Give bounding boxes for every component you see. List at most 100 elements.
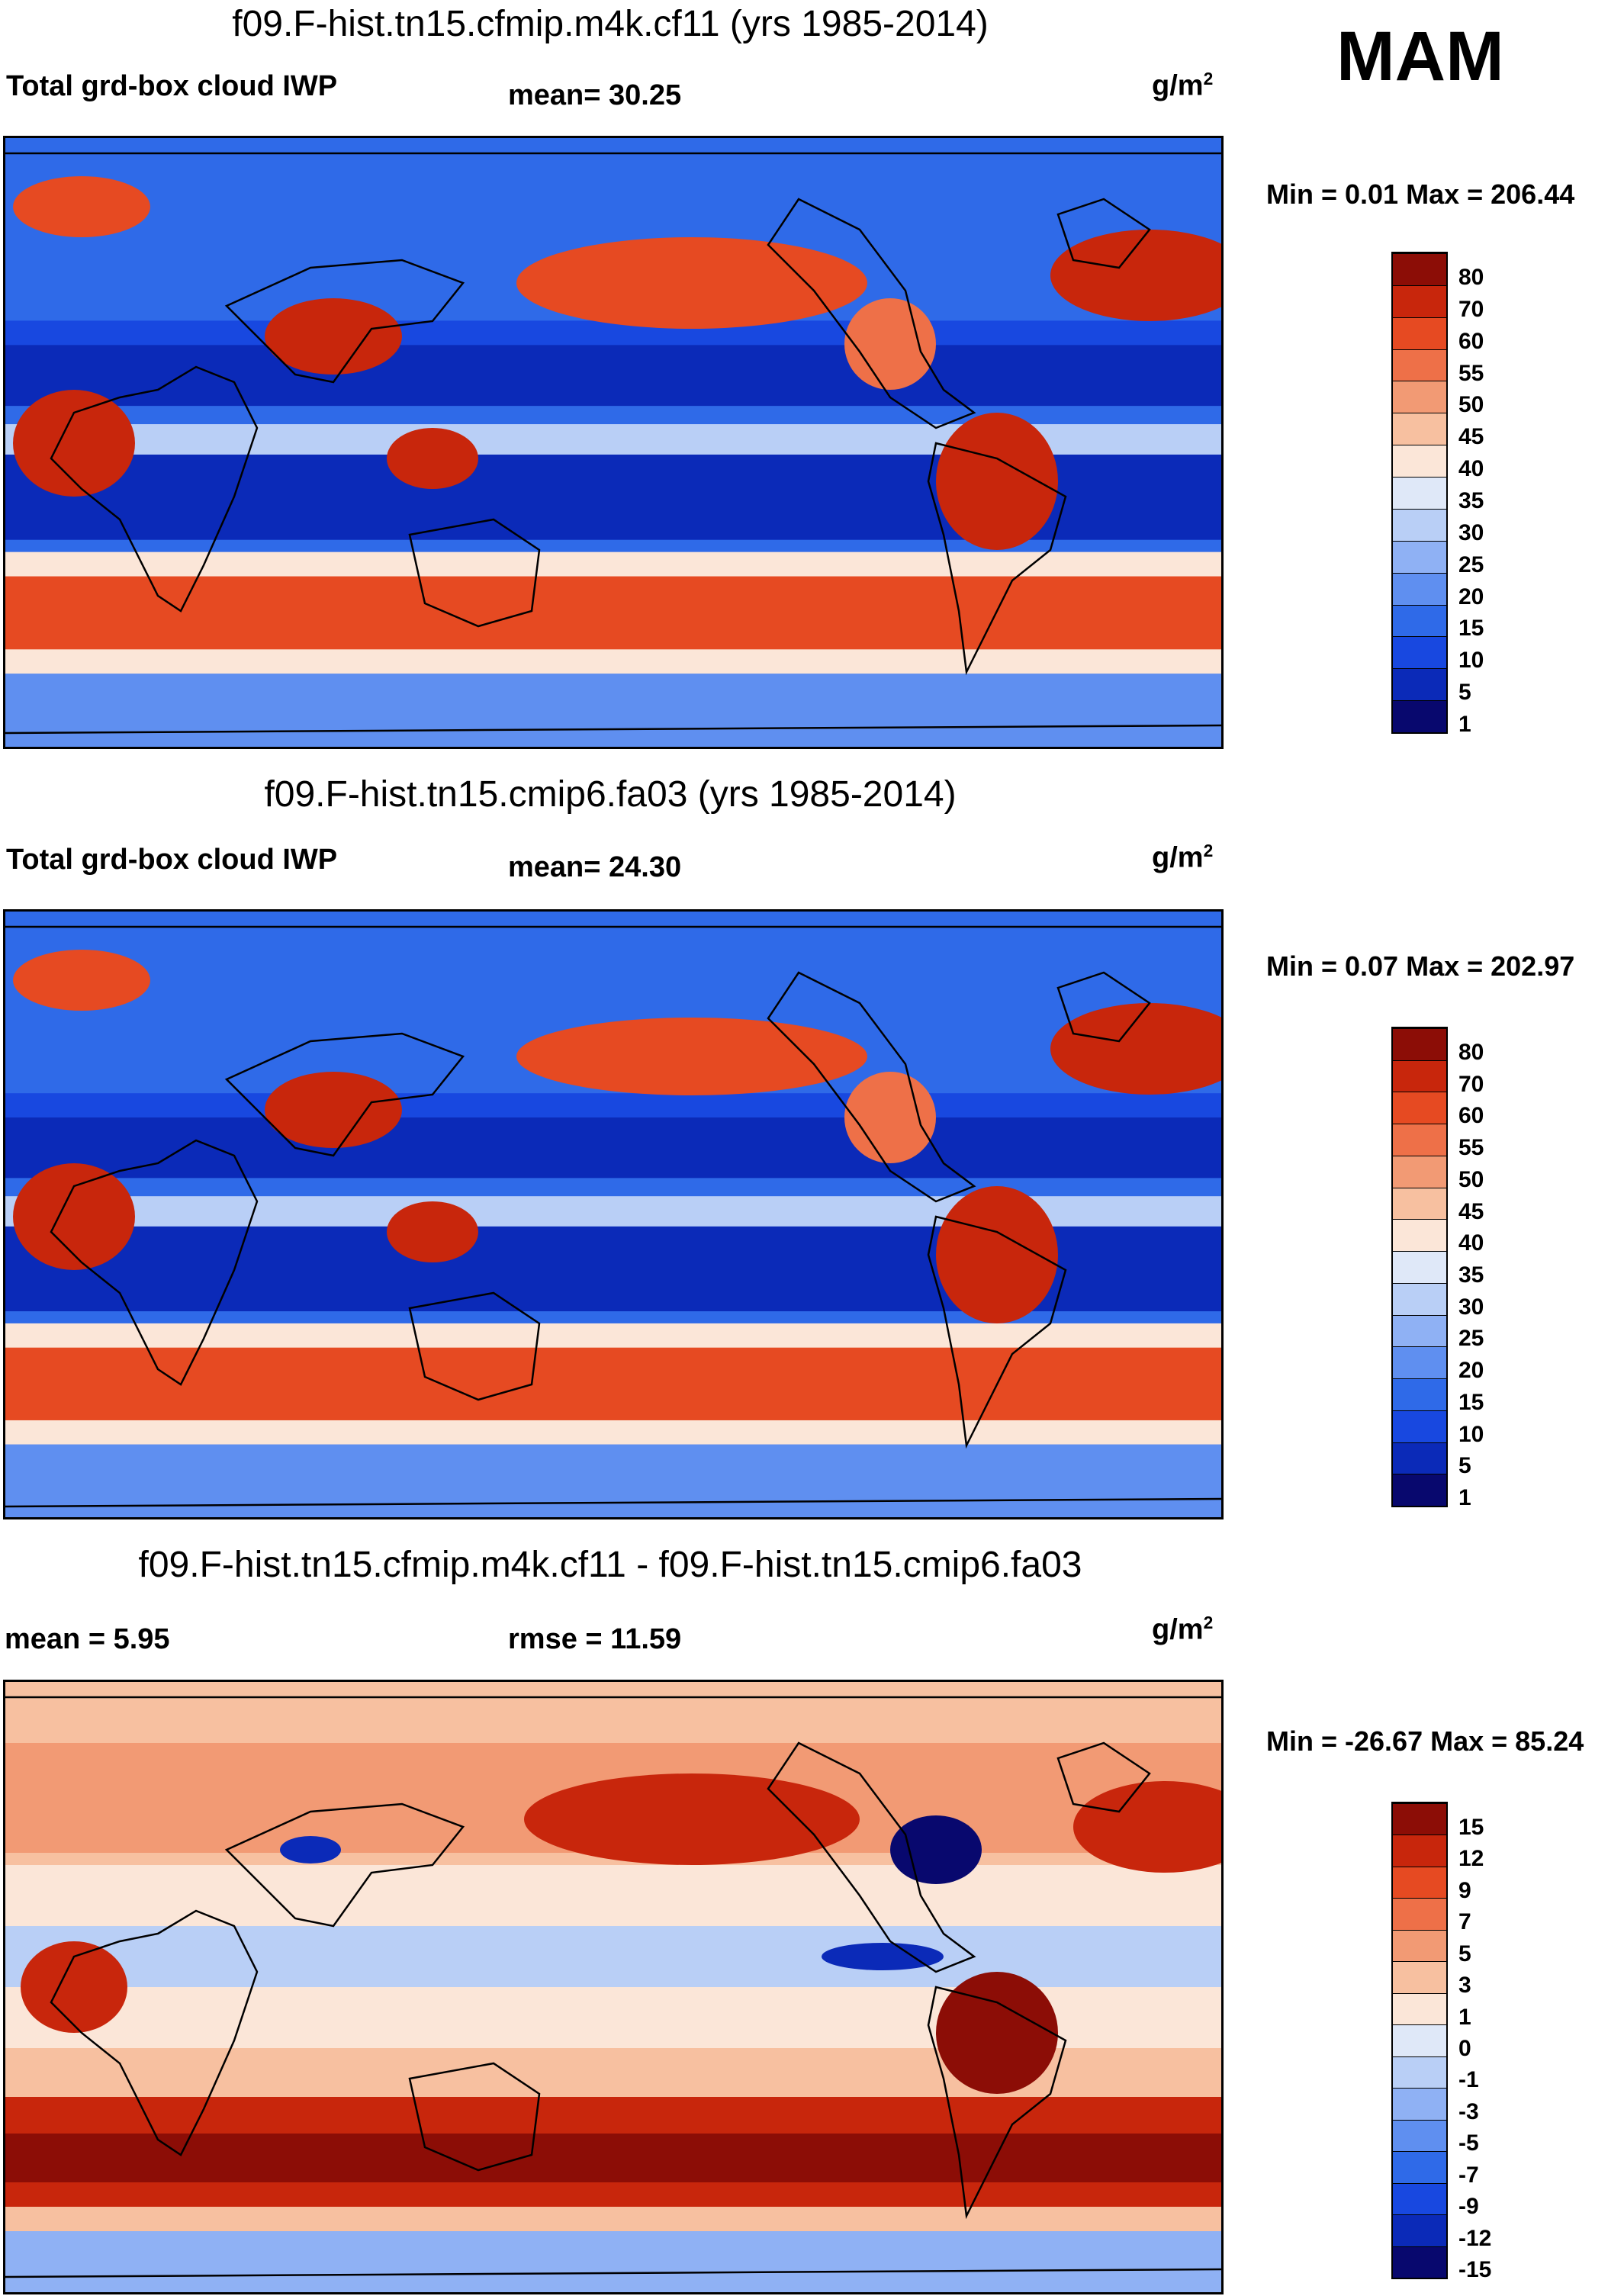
colorbar-tick-label: 60 bbox=[1458, 328, 1484, 354]
coastline bbox=[408, 2062, 541, 2172]
colorbar-box bbox=[1393, 1474, 1446, 1506]
north-pacific-increase bbox=[524, 1773, 860, 1865]
panel-1-mean-label: mean= 30.25 bbox=[508, 79, 682, 111]
colorbar-box bbox=[1393, 572, 1446, 605]
antarctic-band bbox=[5, 2231, 1221, 2292]
colorbar-box bbox=[1393, 1898, 1446, 1930]
coastline bbox=[927, 1215, 1067, 1449]
colorbar-tick-label: 30 bbox=[1458, 1294, 1484, 1320]
colorbar-tick-label: 55 bbox=[1458, 1135, 1484, 1161]
colorbar-tick-label: 35 bbox=[1458, 1262, 1484, 1288]
panel-1-minmax: Min = 0.01 Max = 206.44 bbox=[1266, 178, 1575, 210]
coastline bbox=[408, 1291, 541, 1401]
colorbar-tick-label: 45 bbox=[1458, 1198, 1484, 1224]
colorbar-box bbox=[1393, 1219, 1446, 1252]
colorbar-tick-label: 50 bbox=[1458, 1166, 1484, 1192]
colorbar-tick-label: 5 bbox=[1458, 680, 1471, 706]
colorbar-box bbox=[1393, 2119, 1446, 2152]
colorbar-tick-label: 50 bbox=[1458, 392, 1484, 418]
subtropics-north bbox=[5, 1117, 1221, 1179]
colorbar-box bbox=[1393, 1155, 1446, 1188]
colorbar-box bbox=[1393, 636, 1446, 669]
colorbar-tick-label: 5 bbox=[1458, 1941, 1471, 1966]
north-america-convection bbox=[844, 298, 936, 390]
colorbar-tick-label: -3 bbox=[1458, 2098, 1479, 2124]
north-america-decrease bbox=[890, 1815, 982, 1884]
panel-3-colorbar: 15 12 9 7 5 3 1 0 -1 -3 -5 -7 -9 -12 -15 bbox=[1391, 1802, 1491, 2282]
colorbar-box bbox=[1393, 1251, 1446, 1283]
panel-3-units: g/m2 bbox=[1152, 1613, 1214, 1646]
colorbar-tick-label: 10 bbox=[1458, 1421, 1484, 1447]
colorbar-tick-label: 40 bbox=[1458, 456, 1484, 482]
colorbar-tick-label: 25 bbox=[1458, 551, 1484, 577]
colorbar-tick-label: 40 bbox=[1458, 1230, 1484, 1256]
panel-1-variable-label: Total grd-box cloud IWP bbox=[6, 70, 338, 102]
coastline bbox=[224, 1032, 465, 1157]
subtropics-north bbox=[5, 345, 1221, 407]
coastline bbox=[767, 198, 976, 429]
tibet-convection bbox=[265, 298, 402, 375]
colorbar-tick-label: -15 bbox=[1458, 2257, 1492, 2283]
coastline bbox=[1056, 1741, 1151, 1813]
colorbar-box bbox=[1393, 1378, 1446, 1410]
panel-2-variable-label: Total grd-box cloud IWP bbox=[6, 844, 338, 876]
colorbar-tick-label: 70 bbox=[1458, 1071, 1484, 1097]
colorbar-tick-label: 15 bbox=[1458, 616, 1484, 642]
antarctic-band bbox=[5, 674, 1221, 747]
coastline bbox=[408, 518, 541, 628]
colorbar-box bbox=[1393, 2024, 1446, 2056]
tibet-convection bbox=[265, 1072, 402, 1148]
north-atlantic-storm-track bbox=[1050, 230, 1221, 321]
southern-storm-track bbox=[5, 576, 1221, 650]
colorbar-tick-label: 15 bbox=[1458, 1389, 1484, 1415]
colorbar-box bbox=[1393, 1282, 1446, 1315]
colorbar-box bbox=[1393, 508, 1446, 541]
coastline bbox=[767, 1741, 976, 1973]
colorbar-box bbox=[1393, 477, 1446, 509]
colorbar-box bbox=[1393, 317, 1446, 349]
colorbar-tick-label: 3 bbox=[1458, 1973, 1471, 1999]
colorbar-box bbox=[1393, 1992, 1446, 2025]
coastline bbox=[5, 2268, 1221, 2278]
panel-1-units: g/m2 bbox=[1152, 69, 1214, 102]
panel-1-title: f09.F-hist.tn15.cfmip.m4k.cf11 (yrs 1985… bbox=[232, 4, 989, 44]
south-america-increase bbox=[936, 1972, 1058, 2094]
colorbar-tick-label: -7 bbox=[1458, 2162, 1479, 2188]
africa-convection bbox=[13, 1163, 135, 1270]
coastline bbox=[224, 259, 465, 384]
north-america-convection bbox=[844, 1072, 936, 1163]
colorbar-tick-label: 60 bbox=[1458, 1103, 1484, 1129]
colorbar-box bbox=[1393, 1835, 1446, 1867]
africa-increase bbox=[21, 1941, 127, 2033]
colorbar-box bbox=[1393, 1866, 1446, 1899]
colorbar-tick-label: -12 bbox=[1458, 2225, 1492, 2251]
colorbar-box bbox=[1393, 1124, 1446, 1156]
colorbar-tick-label: -9 bbox=[1458, 2194, 1479, 2220]
colorbar-box bbox=[1393, 604, 1446, 637]
colorbar-box bbox=[1393, 540, 1446, 573]
panel-3-map bbox=[3, 1680, 1224, 2294]
north-atlantic-storm-track bbox=[1050, 1003, 1221, 1095]
southern-midlat-core bbox=[5, 2134, 1221, 2182]
colorbar-tick-label: 80 bbox=[1458, 1039, 1484, 1065]
east-pacific-decrease bbox=[822, 1943, 944, 1970]
colorbar-tick-label: 1 bbox=[1458, 1485, 1471, 1511]
panel-2-colorbar: 80 70 60 55 50 45 40 35 30 25 20 15 10 5 1 bbox=[1391, 1027, 1484, 1510]
europe-arctic-high bbox=[13, 950, 150, 1011]
coastline bbox=[50, 1139, 259, 1386]
coastline bbox=[5, 1497, 1221, 1508]
colorbar-box bbox=[1393, 1961, 1446, 1993]
colorbar-box bbox=[1393, 700, 1446, 732]
colorbar-box bbox=[1393, 413, 1446, 445]
panel-3-title: f09.F-hist.tn15.cfmip.m4k.cf11 - f09.F-h… bbox=[138, 1545, 1082, 1585]
colorbar-tick-label: 25 bbox=[1458, 1326, 1484, 1352]
colorbar-tick-label: 55 bbox=[1458, 360, 1484, 386]
colorbar-tick-label: 7 bbox=[1458, 1909, 1471, 1935]
colorbar-tick-label: 1 bbox=[1458, 712, 1471, 738]
colorbar-box bbox=[1393, 2056, 1446, 2089]
colorbar-box bbox=[1393, 253, 1446, 285]
colorbar-tick-label: 80 bbox=[1458, 264, 1484, 290]
north-pacific-storm-track bbox=[516, 1018, 867, 1095]
colorbar-tick-label: 5 bbox=[1458, 1453, 1471, 1479]
coastline bbox=[1056, 971, 1151, 1043]
